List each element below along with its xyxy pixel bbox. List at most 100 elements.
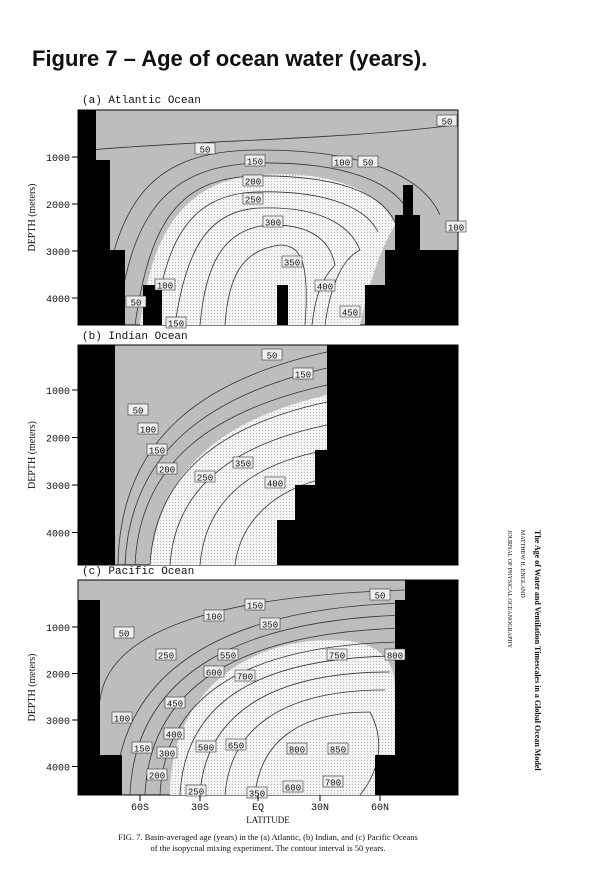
y-axis-label: DEPTH (meters) (27, 653, 38, 721)
contour-label-box (282, 780, 304, 793)
contour-label: 100 (114, 715, 130, 725)
contour-label: 150 (149, 447, 165, 457)
contour-label-box (232, 456, 254, 469)
contour-label: 450 (342, 309, 358, 319)
side-text: The Age of Water and Ventilation Timesca… (533, 530, 542, 771)
contour-label-box (195, 740, 217, 753)
panel-label: (c) Pacific Ocean (82, 566, 194, 578)
contour-label: 150 (168, 320, 184, 330)
y-tick-label: 1000 (46, 154, 70, 165)
contour-line (149, 401, 328, 566)
contour-label: 100 (140, 426, 156, 436)
contour-label-box (339, 305, 361, 318)
y-tick-label: 4000 (46, 530, 70, 541)
contour-label: 150 (247, 602, 263, 612)
contour-label-box (225, 738, 247, 751)
contour-label: 450 (167, 700, 183, 710)
contour-label: 750 (329, 652, 345, 662)
x-tick-label: 30S (191, 803, 209, 814)
contour-label-box (163, 727, 185, 740)
land-mask (375, 580, 458, 795)
contour-label-box (113, 626, 135, 639)
y-tick-label: 3000 (46, 248, 70, 259)
panel-label: (a) Atlantic Ocean (82, 95, 201, 107)
contour-label-box (194, 142, 216, 155)
contour-label: 50 (119, 630, 130, 640)
contour-label: 50 (131, 299, 142, 309)
contour-label-box (357, 155, 379, 168)
contour-label: 300 (159, 750, 175, 760)
contour-label-box (165, 316, 187, 329)
contour-label: 350 (249, 790, 265, 800)
panel-atlantic-plot (77, 109, 459, 326)
contour-label-box (146, 768, 168, 781)
contour-label: 50 (200, 146, 211, 156)
contour-line (224, 689, 386, 796)
contour-label: 600 (206, 669, 222, 679)
contour-label-box (292, 367, 314, 380)
contour-label-box (154, 278, 176, 291)
contour-label: 150 (295, 371, 311, 381)
contour-line (134, 384, 328, 566)
contour-label-box (327, 742, 349, 755)
side-text: MATTHEW H. ENGLAND (519, 530, 525, 598)
contour-line (99, 149, 441, 326)
caption: FIG. 7. Basin-averaged age (years) in th… (118, 832, 418, 842)
contour-label: 400 (267, 480, 283, 490)
contour-line (224, 244, 307, 326)
contour-label: 200 (149, 772, 165, 782)
page-title: Figure 7 – Age of ocean water (years). (32, 46, 427, 71)
contour-line (199, 449, 328, 566)
land-mask (143, 285, 162, 325)
contour-line (114, 602, 406, 796)
contour-label: 100 (334, 159, 350, 169)
contour-line (124, 367, 328, 566)
contour-label-box (242, 174, 264, 187)
contour-label: 550 (220, 652, 236, 662)
contour-label: 800 (387, 652, 403, 662)
y-tick-label: 1000 (46, 387, 70, 398)
contour-label-box (203, 609, 225, 622)
land-mask (78, 600, 122, 795)
contour-label: 250 (158, 652, 174, 662)
y-tick-label: 3000 (46, 717, 70, 728)
contour-label: 100 (157, 282, 173, 292)
contour-label-box (445, 220, 467, 233)
contour-label: 650 (228, 742, 244, 752)
contour-label: 250 (197, 474, 213, 484)
contour-label-box (131, 741, 153, 754)
y-axis-label: DEPTH (meters) (27, 421, 38, 489)
contour-label-box (155, 648, 177, 661)
y-tick-label: 2000 (46, 435, 70, 446)
contour-line (99, 589, 406, 701)
y-tick-label: 2000 (46, 671, 70, 682)
contour-label: 400 (166, 731, 182, 741)
y-tick-label: 1000 (46, 624, 70, 635)
contour-label: 50 (442, 118, 453, 128)
contour-label-box (261, 348, 283, 361)
contour-line (234, 477, 328, 566)
panel-indian-plot (77, 344, 459, 566)
contour-label-box (281, 255, 303, 268)
contour-label-box (125, 295, 147, 308)
contour-label-box (234, 669, 256, 682)
contour-label-box (384, 648, 406, 661)
y-tick-label: 4000 (46, 764, 70, 775)
contour-label: 350 (262, 621, 278, 631)
contour-label: 700 (325, 779, 341, 789)
land-mask (78, 345, 115, 565)
panel-pacific-plot (77, 579, 459, 796)
contour-label: 350 (235, 460, 251, 470)
contour-label: 600 (285, 784, 301, 794)
land-mask (277, 345, 458, 565)
x-tick-label: 60N (371, 803, 389, 814)
contour-line (154, 191, 379, 326)
contour-label: 150 (247, 158, 263, 168)
land-mask (277, 285, 288, 325)
contour-label: 250 (245, 196, 261, 206)
contour-label-box (331, 155, 353, 168)
contour-label-box (194, 470, 216, 483)
contour-label-box (436, 114, 458, 127)
contour-label-box (262, 215, 284, 228)
